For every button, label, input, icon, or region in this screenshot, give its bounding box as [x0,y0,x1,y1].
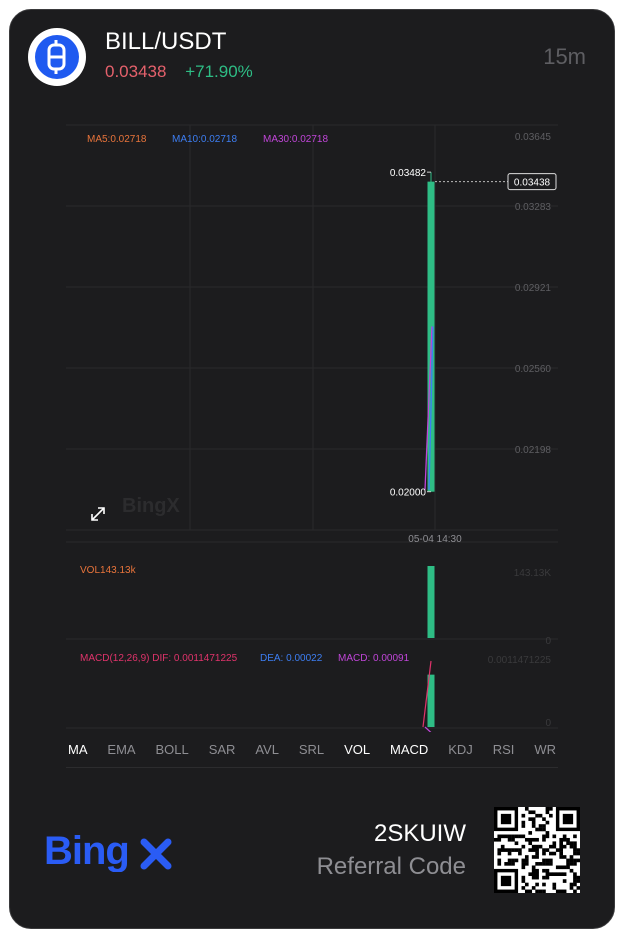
macd-histogram-bar [427,674,435,727]
interval-label: 15m [543,44,586,69]
macd-y-tick: 0 [545,718,551,729]
volume-bar [427,566,435,638]
low-price-label: 0.02000 [390,488,427,499]
tab-sar[interactable]: SAR [208,742,236,757]
macd-dea-line [424,726,432,732]
tab-macd[interactable]: MACD [390,742,429,757]
macd-dif-legend: MACD(12,26,9) DIF: 0.0011471225 [80,653,238,664]
tab-avl[interactable]: AVL [255,742,279,757]
svg-text:Bing: Bing [44,829,129,872]
last-price-tag-label: 0.03438 [514,178,551,189]
high-price-label: 0.03482 [390,168,427,179]
pair-title: BILL/USDT [105,28,227,55]
bitcoin-style-b-icon [35,35,79,79]
ma5-legend: MA5:0.02718 [87,134,147,145]
expand-icon[interactable] [91,507,105,521]
y-tick-label: 0.02198 [515,445,552,456]
x-tick-label: 05-04 14:30 [408,534,462,545]
y-tick-label: 0.03645 [515,132,552,143]
tab-ema[interactable]: EMA [107,742,136,757]
ma30-legend: MA30:0.02718 [263,134,328,145]
macd-hist-legend: MACD: 0.00091 [338,653,410,664]
ma30-line [424,326,433,490]
volume-y-tick: 143.13K [514,568,552,579]
chart-watermark: BingX [122,495,180,517]
volume-legend: VOL143.13k [80,565,137,576]
indicator-tabs: MA EMA BOLL SAR AVL SRL VOL MACD KDJ RSI… [66,732,558,768]
kline-chart: MA5:0.02718 MA10:0.02718 MA30:0.02718 0.… [66,124,558,732]
y-tick-label: 0.02921 [515,283,552,294]
coin-logo [28,28,86,86]
y-tick-label: 0.03283 [515,202,552,213]
volume-y-tick: 0 [545,636,551,647]
tab-ma[interactable]: MA [68,742,88,757]
macd-y-tick: 0.0011471225 [488,655,552,666]
last-price-tag: 0.03438 [507,173,557,191]
ma10-legend: MA10:0.02718 [172,134,237,145]
tab-boll[interactable]: BOLL [155,742,189,757]
bingx-logo: Bing [44,829,172,872]
price-grid [66,124,558,729]
tab-kdj[interactable]: KDJ [448,742,473,757]
tab-vol[interactable]: VOL [344,742,371,757]
qr-code-icon [494,807,581,894]
referral-code: 2SKUIW [373,820,466,847]
last-price: 0.03438 [105,62,167,81]
share-card: BILL/USDT 0.03438 +71.90% 15m MA5:0.0271… [9,9,615,929]
tab-rsi[interactable]: RSI [492,742,515,757]
macd-dea-legend: DEA: 0.00022 [260,653,323,664]
tab-wr[interactable]: WR [534,742,556,757]
price-line: 0.03438 +71.90% [105,62,253,82]
tab-srl[interactable]: SRL [298,742,325,757]
referral-label: Referral Code [316,853,466,880]
macd-dif-line [422,660,432,728]
price-change-percent: +71.90% [185,62,253,81]
high-label-group: 0.03482 [390,168,431,179]
low-label-group: 0.02000 [390,488,431,499]
y-tick-label: 0.02560 [515,364,552,375]
ma10-line [428,326,434,490]
